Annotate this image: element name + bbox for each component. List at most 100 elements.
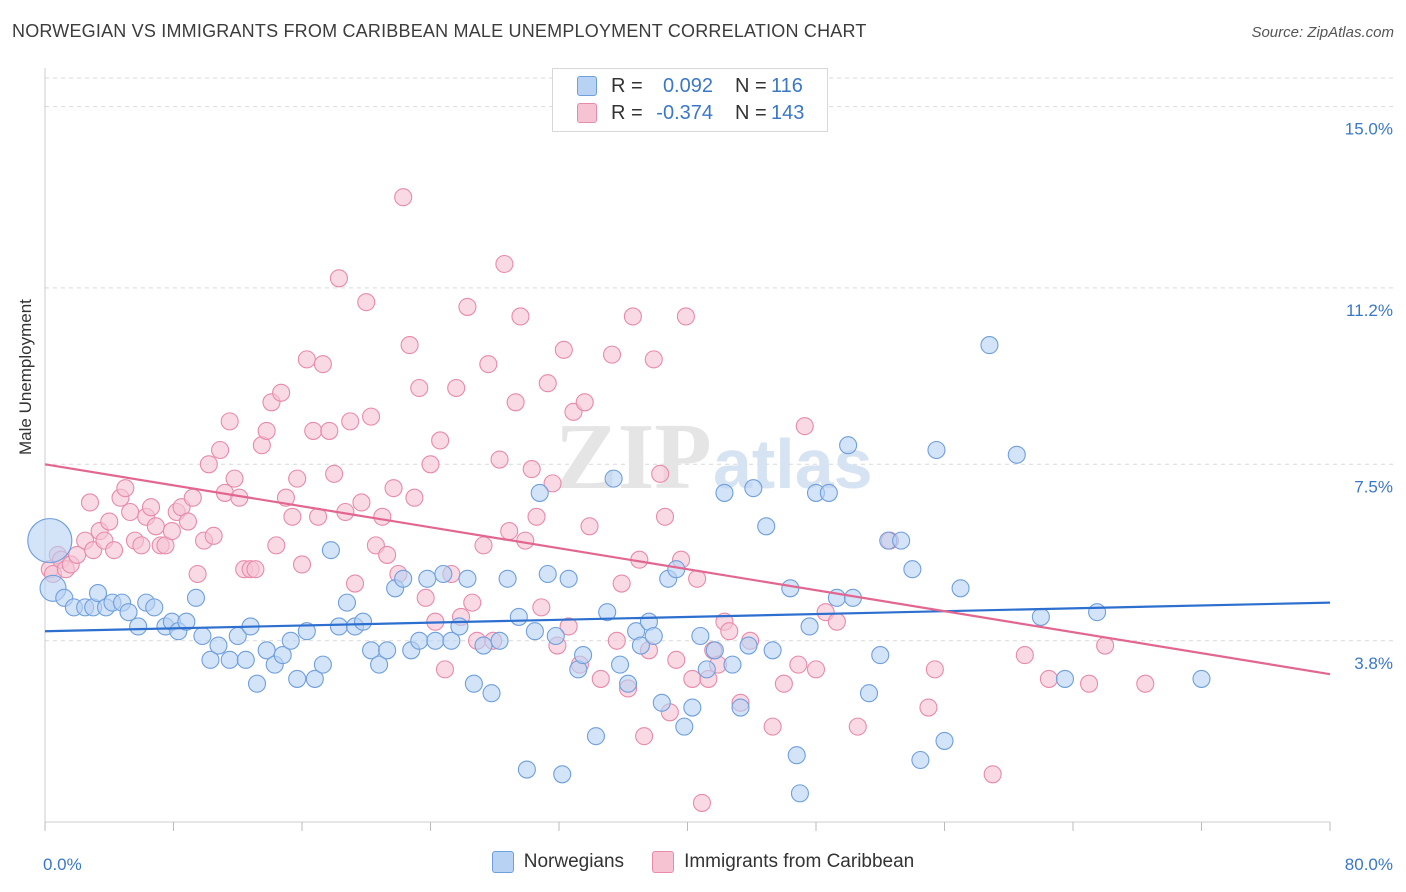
point-caribbean: [925, 660, 944, 679]
point-norwegians: [927, 440, 946, 460]
point-norwegians: [731, 698, 750, 717]
point-caribbean: [591, 669, 610, 688]
point-caribbean: [1039, 669, 1058, 688]
point-norwegians: [313, 655, 332, 674]
point-norwegians: [1055, 669, 1075, 688]
point-norwegians: [297, 622, 316, 641]
point-caribbean: [495, 254, 514, 274]
point-norwegians: [1192, 669, 1211, 688]
point-norwegians: [553, 765, 572, 784]
point-caribbean: [204, 526, 223, 545]
point-norwegians: [839, 436, 858, 455]
point-norwegians: [691, 626, 710, 646]
point-caribbean: [1015, 646, 1034, 665]
point-norwegians: [88, 584, 108, 603]
point-norwegians: [697, 660, 716, 679]
y-axis-label: Male Unemployment: [16, 299, 35, 455]
point-norwegians: [619, 674, 638, 693]
point-norwegians: [490, 631, 509, 650]
point-norwegians: [247, 674, 267, 693]
point-caribbean: [405, 488, 424, 507]
point-caribbean: [345, 574, 365, 593]
point-caribbean: [532, 598, 551, 617]
legend-n-label: N =: [735, 101, 767, 124]
point-norwegians: [598, 603, 617, 622]
point-norwegians: [418, 569, 437, 588]
point-caribbean: [655, 507, 675, 526]
point-caribbean: [362, 407, 381, 426]
point-norwegians: [586, 727, 605, 746]
point-caribbean: [211, 440, 230, 460]
point-caribbean: [692, 793, 712, 812]
trend-line-caribbean: [44, 463, 1331, 676]
legend-row-caribbean: R = -0.374 N = 143: [553, 100, 804, 126]
point-norwegians: [871, 646, 890, 665]
point-caribbean: [394, 188, 413, 207]
point-caribbean: [431, 431, 450, 450]
legend-r-label: R =: [611, 101, 643, 124]
point-caribbean: [463, 593, 482, 612]
point-caribbean: [297, 350, 316, 369]
point-norwegians: [530, 483, 549, 502]
point-norwegians: [509, 607, 528, 626]
point-norwegians: [177, 612, 196, 631]
point-caribbean: [500, 522, 519, 541]
point-norwegians: [787, 746, 806, 765]
point-norwegians: [739, 636, 758, 655]
point-caribbean: [116, 479, 135, 498]
legend-swatch-blue: [491, 851, 514, 873]
point-norwegians: [442, 631, 461, 650]
point-norwegians: [644, 626, 663, 646]
point-norwegians: [819, 483, 838, 502]
point-norwegians: [337, 593, 357, 612]
point-caribbean: [132, 536, 151, 555]
point-caribbean: [479, 355, 498, 374]
point-norwegians: [559, 569, 578, 588]
point-norwegians: [757, 517, 776, 536]
point-norwegians: [604, 469, 623, 488]
point-norwegians: [145, 598, 164, 617]
point-norwegians: [781, 579, 800, 598]
point-norwegians: [744, 479, 763, 498]
point-caribbean: [400, 336, 419, 355]
point-norwegians: [321, 541, 340, 560]
point-norwegians: [305, 669, 324, 688]
point-norwegians: [288, 669, 307, 688]
point-norwegians: [464, 674, 483, 693]
point-norwegians: [186, 588, 206, 607]
point-caribbean: [313, 355, 332, 374]
point-caribbean: [329, 269, 348, 288]
point-norwegians: [790, 784, 809, 803]
point-caribbean: [919, 698, 938, 717]
legend-swatch-blue: [577, 76, 597, 96]
point-norwegians: [27, 518, 73, 564]
point-caribbean: [575, 393, 594, 412]
y-tick-label: 3.8%: [1354, 654, 1393, 673]
point-norwegians: [610, 655, 630, 674]
point-norwegians: [426, 631, 445, 650]
point-norwegians: [892, 531, 911, 550]
point-caribbean: [220, 412, 239, 431]
legend-r-value: 0.092: [662, 74, 713, 97]
point-caribbean: [246, 560, 265, 579]
y-tick-label: 11.2%: [1346, 301, 1393, 320]
y-tick-label: 7.5%: [1354, 477, 1393, 496]
point-caribbean: [341, 412, 360, 431]
point-norwegians: [410, 631, 429, 650]
point-caribbean: [1080, 674, 1099, 693]
point-caribbean: [511, 307, 530, 326]
chart-title: NORWEGIAN VS IMMIGRANTS FROM CARIBBEAN M…: [12, 21, 867, 41]
legend-n-value: 116: [771, 74, 803, 97]
grid-layer: [45, 77, 1393, 642]
point-norwegians: [723, 655, 742, 674]
correlation-legend: R = 0.092 N = 116 R = -0.374 N = 143: [552, 68, 828, 132]
axis-layer: [44, 68, 1331, 831]
point-caribbean: [100, 512, 119, 531]
point-caribbean: [384, 479, 403, 498]
legend-item-caribbean[interactable]: Immigrants from Caribbean: [652, 851, 914, 873]
point-caribbean: [292, 555, 312, 574]
point-caribbean: [421, 455, 440, 474]
point-caribbean: [199, 455, 218, 474]
legend-item-norwegians[interactable]: Norwegians: [491, 851, 624, 873]
point-norwegians: [119, 603, 138, 622]
